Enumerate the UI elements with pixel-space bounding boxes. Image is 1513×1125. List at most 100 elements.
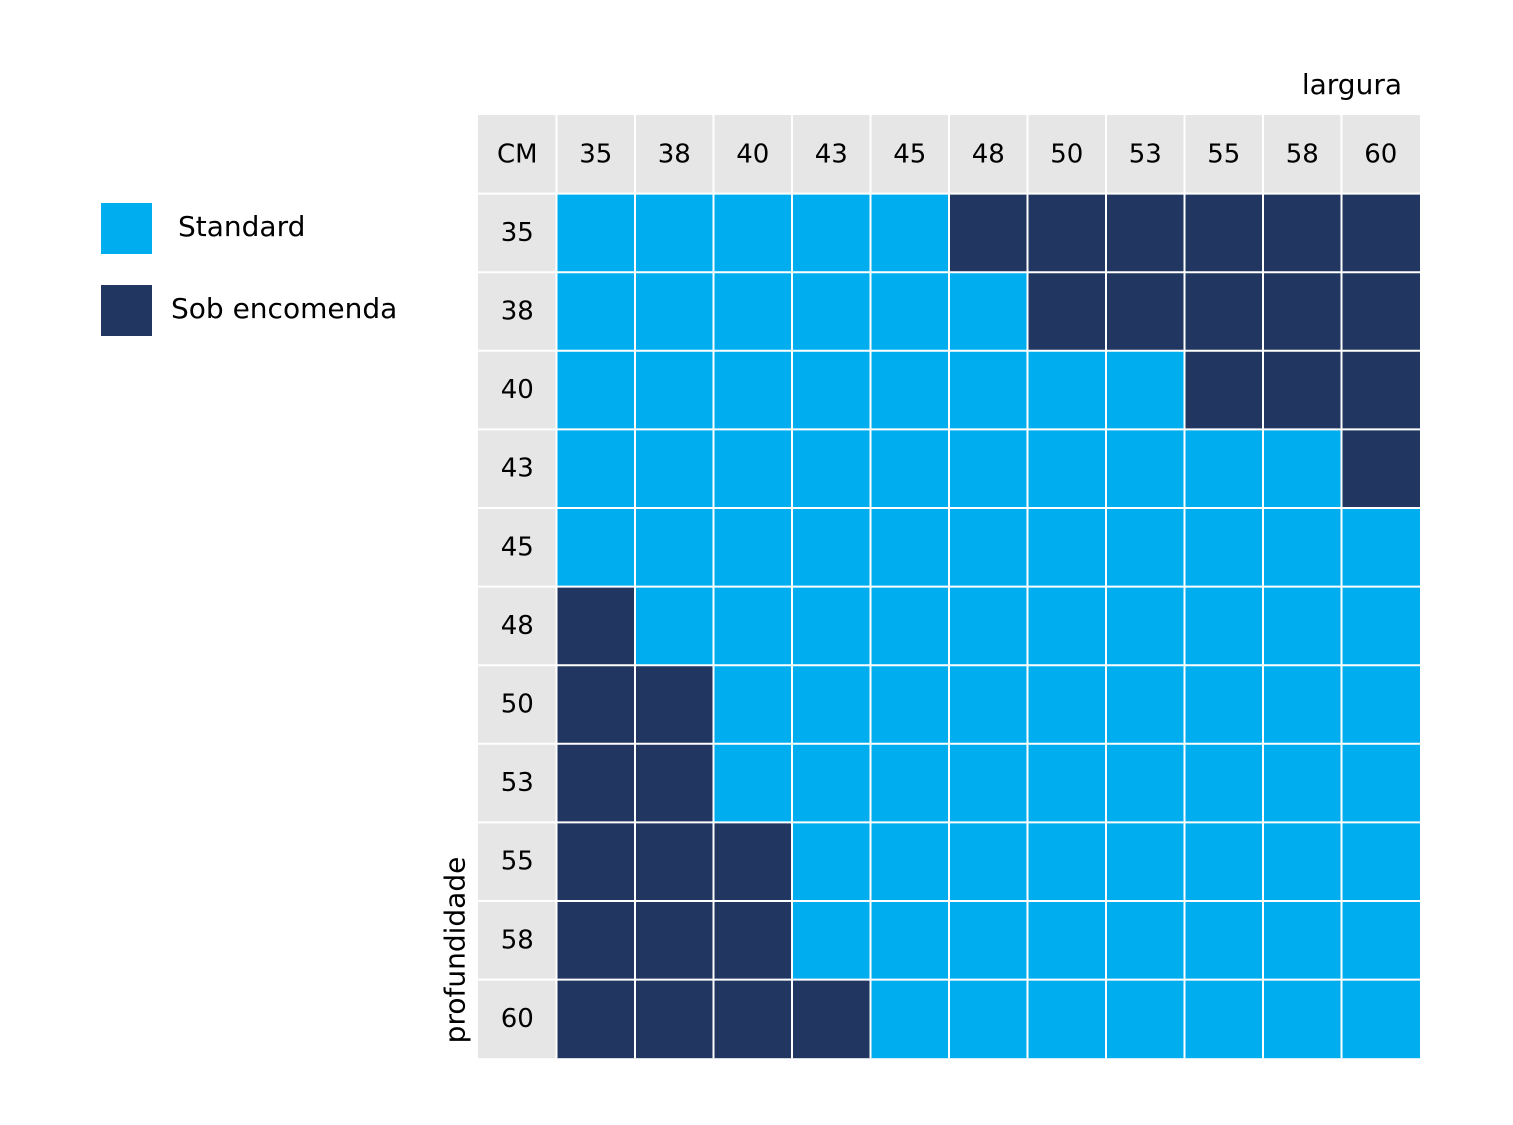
cell-standard [713,743,792,823]
column-header-label: 40 [736,139,769,169]
cell-standard [1263,508,1342,587]
corner-header-cell [478,115,557,194]
cell-standard [870,193,949,273]
x-axis-title: largura [1301,68,1402,101]
cell-custom [556,665,635,744]
cell-custom [556,586,635,666]
cell-standard [635,429,714,508]
row-header-cell [478,743,557,823]
row-header-label: 35 [501,218,534,248]
column-header-label: 38 [658,139,691,169]
row-header-cell [478,429,557,508]
cell-standard [792,429,871,508]
cell-custom [556,822,635,901]
cell-standard [1106,350,1185,430]
cell-custom [1263,193,1342,273]
column-header-cell [1106,115,1185,194]
cell-standard [792,743,871,823]
corner-label: CM [497,139,538,169]
legend-label-custom: Sob encomenda [171,292,398,325]
column-header-label: 35 [579,139,612,169]
cell-standard [556,429,635,508]
cell-standard [1184,508,1263,587]
row-header-cell [478,193,557,273]
legend-label-standard: Standard [178,210,306,243]
cell-standard [1263,429,1342,508]
cell-standard [713,350,792,430]
cell-standard [1341,743,1420,823]
column-header-cell [1263,115,1342,194]
cell-custom [792,979,871,1059]
cell-standard [870,508,949,587]
cell-standard [949,272,1028,351]
cell-standard [1184,743,1263,823]
cell-custom [1263,350,1342,430]
cell-standard [556,193,635,273]
cell-custom [1263,272,1342,351]
cell-standard [792,665,871,744]
cell-standard [870,979,949,1059]
cell-standard [1184,822,1263,901]
cell-standard [870,743,949,823]
column-header-label: 58 [1286,139,1319,169]
row-header-cell [478,901,557,980]
cell-standard [792,508,871,587]
cell-standard [949,979,1028,1059]
cell-standard [1027,822,1106,901]
cell-custom [1106,272,1185,351]
cell-standard [870,665,949,744]
cell-custom [1184,350,1263,430]
cell-standard [1106,429,1185,508]
cell-standard [792,350,871,430]
cell-custom [949,193,1028,273]
row-header-cell [478,979,557,1059]
legend-swatch-custom [101,285,152,336]
cell-standard [792,193,871,273]
cell-standard [949,429,1028,508]
cell-custom [1341,272,1420,351]
cell-custom [713,901,792,980]
cell-standard [556,508,635,587]
row-header-label: 40 [501,375,534,405]
cell-standard [635,350,714,430]
row-header-cell [478,665,557,744]
column-header-label: 53 [1129,139,1162,169]
cell-standard [870,350,949,430]
cell-standard [635,193,714,273]
cell-standard [713,272,792,351]
row-header-cell [478,350,557,430]
cell-standard [949,743,1028,823]
cell-standard [1106,586,1185,666]
cell-standard [1027,429,1106,508]
cell-standard [949,586,1028,666]
column-header-label: 50 [1050,139,1083,169]
cell-standard [792,272,871,351]
cell-standard [556,350,635,430]
cell-standard [1341,508,1420,587]
cell-standard [713,665,792,744]
cell-standard [635,586,714,666]
column-header-label: 48 [972,139,1005,169]
cell-standard [1184,429,1263,508]
column-header-label: 43 [815,139,848,169]
cell-custom [1184,272,1263,351]
legend-swatch-standard [101,203,152,254]
cell-custom [1184,193,1263,273]
cell-standard [1027,350,1106,430]
cell-standard [1263,743,1342,823]
cell-standard [713,429,792,508]
cell-standard [1027,743,1106,823]
cell-standard [1263,822,1342,901]
column-header-cell [870,115,949,194]
row-header-label: 50 [501,690,534,720]
cell-standard [870,901,949,980]
column-header-label: 45 [893,139,926,169]
column-header-label: 55 [1207,139,1240,169]
cell-standard [949,665,1028,744]
column-header-cell [1341,115,1420,194]
cell-custom [556,743,635,823]
row-header-label: 55 [501,847,534,877]
column-header-cell [1027,115,1106,194]
cell-standard [713,508,792,587]
